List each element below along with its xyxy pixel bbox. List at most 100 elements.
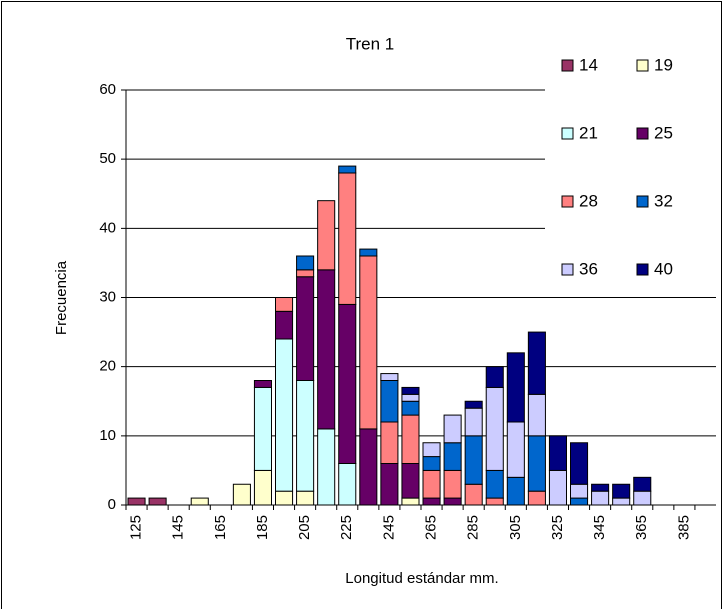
x-tick-label: 305 <box>507 515 524 540</box>
x-tick-label: 205 <box>296 515 313 540</box>
bar-segment <box>359 255 378 430</box>
bar-segment <box>527 435 546 492</box>
bar-segment <box>317 428 336 506</box>
x-tick-label: 365 <box>633 515 650 540</box>
bar-segment <box>422 442 441 458</box>
bar-segment <box>464 483 483 506</box>
bar-segment <box>296 255 315 271</box>
bar-segment <box>401 400 420 416</box>
bar-segment <box>253 386 273 471</box>
bar-segment <box>443 414 462 444</box>
legend-label: 28 <box>579 191 598 210</box>
x-tick-label: 245 <box>380 515 397 540</box>
legend-swatch <box>561 127 574 140</box>
x-axis-label: Longitud estándar mm. <box>345 570 498 587</box>
bar-segment <box>548 469 568 506</box>
bar-segment <box>591 483 610 492</box>
bar-segment <box>422 497 441 506</box>
bar-segment <box>485 366 504 388</box>
legend-box <box>545 55 717 287</box>
bar-segment <box>548 435 568 471</box>
bar-segment <box>464 435 483 485</box>
bar-segment <box>570 483 589 499</box>
legend-swatch <box>561 59 574 72</box>
bar-segment <box>275 338 294 492</box>
x-tick-label: 125 <box>128 515 145 540</box>
x-tick-label: 345 <box>591 515 608 540</box>
bar-segment <box>443 442 462 471</box>
bar-segment <box>527 331 546 395</box>
bar-segment <box>253 469 273 506</box>
bar-segment <box>317 269 336 430</box>
bar-segment <box>401 393 420 402</box>
bar-segment <box>485 469 504 499</box>
bar-segment <box>275 297 294 312</box>
bar-segment <box>253 380 273 388</box>
legend-swatch <box>636 195 649 208</box>
y-tick-label: 40 <box>99 219 116 236</box>
legend-swatch <box>636 127 649 140</box>
x-tick-label: 165 <box>212 515 229 540</box>
x-tick-label: 385 <box>675 515 692 540</box>
bar-segment <box>380 421 399 464</box>
y-tick-label: 30 <box>99 288 116 305</box>
bar-segment <box>443 469 462 499</box>
bar-segment <box>359 428 378 506</box>
bar-segment <box>485 386 504 471</box>
bar-segment <box>401 497 420 506</box>
legend-label: 25 <box>654 123 673 142</box>
bar-segment <box>443 497 462 506</box>
bar-segment <box>506 476 525 506</box>
legend-swatch <box>636 59 649 72</box>
legend-swatch <box>636 263 649 276</box>
bar-segment <box>570 497 589 506</box>
bar-segment <box>612 497 631 506</box>
legend-label: 32 <box>654 191 673 210</box>
bar-segment <box>338 463 357 506</box>
legend-label: 36 <box>579 259 598 278</box>
bar-segment <box>232 483 251 506</box>
bar-segment <box>485 497 504 506</box>
bar-segment <box>422 456 441 471</box>
y-axis-label: Frecuencia <box>53 260 70 335</box>
bar-segment <box>633 476 652 492</box>
legend-label: 14 <box>579 55 598 74</box>
bar-segment <box>506 421 525 478</box>
bar-segment <box>380 373 399 382</box>
bar-segment <box>338 172 357 305</box>
bar-segment <box>633 490 652 506</box>
bar-segment <box>527 393 546 437</box>
bar-segment <box>317 200 336 271</box>
bar-segment <box>296 380 315 492</box>
y-tick-label: 50 <box>99 150 116 167</box>
bar-segment <box>338 165 357 174</box>
legend-label: 21 <box>579 123 598 142</box>
legend-swatch <box>561 263 574 276</box>
bar-segment <box>401 386 420 395</box>
bar-segment <box>148 497 167 506</box>
x-tick-label: 145 <box>170 515 187 540</box>
bar-segment <box>275 490 294 506</box>
legend-label: 19 <box>654 55 673 74</box>
bar-segment <box>127 497 146 506</box>
bar-segment <box>338 303 357 464</box>
legend-swatch <box>561 195 574 208</box>
bar-segment <box>296 490 315 506</box>
bar-segment <box>464 407 483 437</box>
y-tick-label: 0 <box>108 496 116 513</box>
bar-segment <box>190 497 209 506</box>
bar-segment <box>380 380 399 423</box>
bar-segment <box>401 463 420 499</box>
x-tick-label: 225 <box>338 515 355 540</box>
y-tick-label: 10 <box>99 427 116 444</box>
bar-segment <box>380 463 399 506</box>
bar-segment <box>591 490 610 506</box>
bar-segment <box>464 400 483 409</box>
bar-segment <box>506 352 525 423</box>
x-tick-label: 265 <box>423 515 440 540</box>
bar-segment <box>296 269 315 278</box>
legend-label: 40 <box>654 259 673 278</box>
chart-title: Tren 1 <box>346 34 395 53</box>
x-tick-label: 325 <box>549 515 566 540</box>
